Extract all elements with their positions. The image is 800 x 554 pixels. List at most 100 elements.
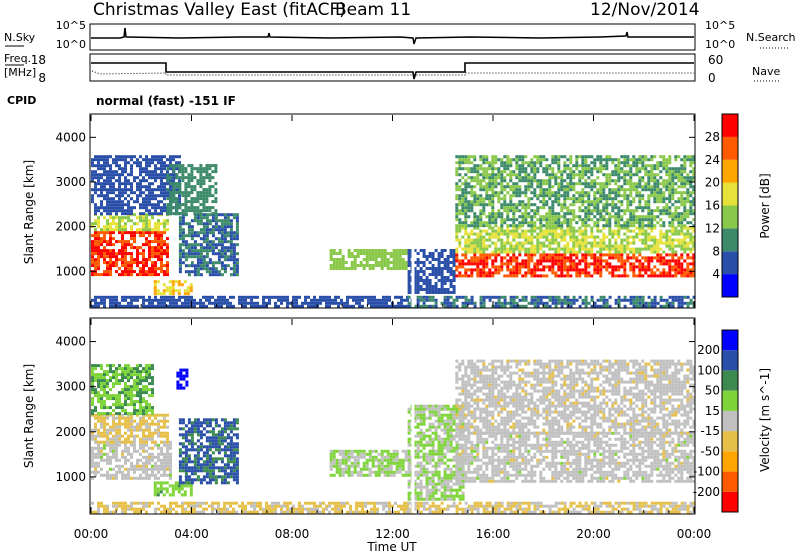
heatmap-cell (560, 229, 564, 233)
heatmap-cell (193, 273, 197, 277)
heatmap-cell (400, 301, 403, 305)
heatmap-cell (100, 191, 103, 195)
heatmap-cell (512, 274, 516, 278)
heatmap-cell (662, 304, 666, 308)
heatmap-cell (142, 464, 145, 468)
heatmap-cell (115, 270, 118, 274)
heatmap-cell (226, 234, 230, 238)
heatmap-cell (422, 282, 426, 285)
heatmap-cell (506, 203, 510, 207)
heatmap-cell (139, 473, 142, 477)
heatmap-cell (653, 182, 657, 186)
heatmap-cell (171, 280, 175, 284)
heatmap-cell (118, 464, 121, 468)
heatmap-cell (226, 298, 229, 302)
heatmap-cell (335, 267, 339, 270)
heatmap-cell (392, 261, 396, 264)
heatmap-cell (563, 250, 567, 254)
heatmap-cell (497, 247, 501, 251)
heatmap-cell (455, 182, 459, 186)
heatmap-cell (533, 262, 537, 266)
heatmap-cell (118, 467, 121, 471)
heatmap-cell (632, 235, 636, 239)
heatmap-cell (109, 191, 112, 195)
heatmap-cell (668, 265, 672, 269)
heatmap-cell (635, 301, 639, 305)
heatmap-cell (121, 464, 124, 468)
heatmap-cell (169, 458, 172, 462)
heatmap-cell (668, 161, 672, 165)
heatmap-cell (136, 258, 139, 262)
heatmap-cell (205, 243, 209, 247)
heatmap-cell (232, 216, 236, 220)
heatmap-cell (139, 191, 142, 195)
heatmap-cell (91, 158, 94, 162)
heatmap-cell (494, 247, 498, 251)
heatmap-cell (680, 158, 684, 162)
heatmap-cell (190, 176, 194, 180)
heatmap-cell (665, 170, 669, 174)
heatmap-cell (109, 273, 112, 277)
heatmap-cell (449, 252, 453, 255)
heatmap-cell (112, 216, 115, 220)
heatmap-cell (416, 276, 420, 279)
heatmap-cell (650, 176, 654, 180)
heatmap-cell (94, 267, 97, 271)
heatmap-cell (620, 298, 624, 302)
heatmap-cell (196, 231, 200, 235)
y-tick-label: 2000 (55, 220, 86, 234)
heatmap-cell (638, 304, 642, 308)
heatmap-cell (431, 291, 435, 294)
heatmap-cell (665, 161, 669, 165)
heatmap-cell (100, 243, 103, 247)
heatmap-cell (497, 265, 501, 269)
heatmap-cell (142, 255, 145, 259)
heatmap-cell (539, 298, 543, 302)
heatmap-cell (689, 238, 693, 242)
heatmap-cell (169, 209, 173, 213)
heatmap-cell (115, 301, 118, 305)
heatmap-cell (94, 182, 97, 186)
heatmap-cell (539, 218, 543, 222)
heatmap-cell (106, 191, 109, 195)
heatmap-cell (668, 167, 672, 171)
heatmap-cell (166, 295, 169, 299)
nsearch-label: N.Search (746, 31, 796, 44)
heatmap-cell (112, 170, 115, 174)
heatmap-cell (190, 243, 194, 247)
heatmap-cell (488, 268, 492, 272)
heatmap-cell (545, 182, 549, 186)
heatmap-cell (680, 247, 684, 251)
heatmap-cell (184, 258, 188, 262)
heatmap-cell (659, 256, 663, 260)
heatmap-cell (184, 304, 187, 308)
heatmap-cell (584, 262, 588, 266)
heatmap-cell (512, 268, 516, 272)
heatmap-cell (428, 295, 432, 299)
heatmap-cell (160, 176, 163, 180)
heatmap-cell (527, 259, 531, 263)
heatmap-cell (539, 268, 543, 272)
heatmap-cell (118, 203, 121, 207)
heatmap-cell (205, 200, 209, 204)
heatmap-cell (461, 188, 465, 192)
heatmap-cell (581, 238, 585, 242)
heatmap-cell (503, 185, 507, 189)
heatmap-cell (407, 273, 411, 276)
heatmap-cell (620, 224, 624, 228)
heatmap-cell (97, 449, 100, 453)
heatmap-cell (677, 256, 681, 260)
heatmap-cell (157, 212, 160, 216)
heatmap-cell (686, 215, 690, 219)
heatmap-cell (623, 259, 627, 263)
heatmap-cell (551, 262, 555, 266)
heatmap-cell (530, 250, 534, 254)
heatmap-cell (178, 304, 181, 308)
heatmap-cell (163, 452, 166, 456)
heatmap-cell (569, 185, 573, 189)
heatmap-cell (142, 273, 145, 277)
heatmap-cell (160, 473, 163, 477)
heatmap-cell (500, 173, 504, 177)
heatmap-cell (497, 232, 501, 236)
heatmap-cell (193, 255, 197, 259)
